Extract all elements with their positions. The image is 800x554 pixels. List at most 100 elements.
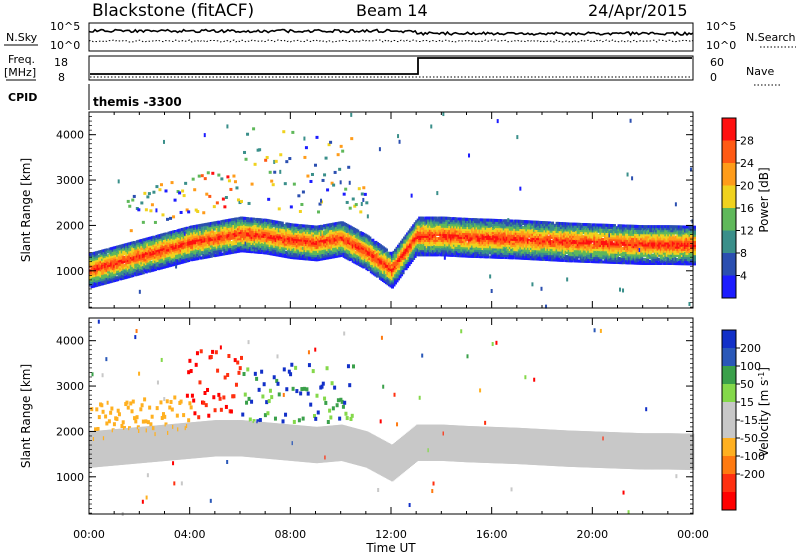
power-cell <box>511 235 515 239</box>
power-cell <box>191 243 195 247</box>
power-cell <box>152 250 156 254</box>
power-cell <box>289 251 293 255</box>
power-cell <box>534 245 538 249</box>
power-cell <box>345 236 349 240</box>
power-cell <box>463 236 467 240</box>
power-cell <box>123 272 127 276</box>
power-cell <box>215 251 219 255</box>
power-cell <box>249 219 253 223</box>
power-cell <box>454 235 458 239</box>
power-cell <box>190 237 194 241</box>
power-cell <box>167 239 171 243</box>
power-cell <box>391 252 394 256</box>
power-cell <box>212 225 216 229</box>
power-cell <box>353 242 357 246</box>
power-cell <box>188 230 192 234</box>
power-cell <box>440 243 444 247</box>
power-cell <box>510 244 514 248</box>
power-cell <box>158 260 162 264</box>
power-cell <box>196 248 200 252</box>
power-cell <box>285 224 289 228</box>
power-cell <box>505 237 509 241</box>
power-cell <box>270 250 274 254</box>
power-cell <box>461 250 465 254</box>
power-cell <box>468 244 472 248</box>
power-cell <box>468 240 472 244</box>
power-cell <box>434 222 438 226</box>
power-cell <box>424 251 428 255</box>
power-cell <box>350 252 354 256</box>
power-cell <box>161 235 165 239</box>
power-cell <box>526 242 530 246</box>
power-cell <box>238 249 242 253</box>
power-cell <box>300 224 304 228</box>
power-cell <box>283 244 287 248</box>
power-cell <box>264 233 268 237</box>
nsky-frame <box>88 22 694 52</box>
power-cell <box>256 224 260 228</box>
power-cell <box>505 243 509 247</box>
power-cell <box>233 246 237 250</box>
power-cell <box>301 255 305 259</box>
power-cell <box>249 241 253 245</box>
power-cell <box>232 234 236 238</box>
power-cell <box>345 250 349 254</box>
power-cell <box>378 147 381 152</box>
power-cell <box>480 222 484 226</box>
power-cell <box>398 244 402 248</box>
power-cell <box>310 231 314 235</box>
power-cell <box>421 236 425 240</box>
power-cell <box>391 273 394 277</box>
power-cell <box>123 276 127 280</box>
power-cell <box>274 247 278 251</box>
power-cell <box>387 271 391 275</box>
power-cell <box>285 234 289 238</box>
power-cell <box>315 235 319 239</box>
power-cell <box>410 252 414 256</box>
power-cell <box>481 224 485 228</box>
power-cell <box>164 240 168 244</box>
power-cell <box>404 240 408 244</box>
power-cell <box>159 235 163 239</box>
power-cell <box>236 219 240 223</box>
power-cell <box>357 236 361 240</box>
power-cell <box>489 226 493 230</box>
power-cell <box>96 275 100 279</box>
power-cell <box>306 257 310 261</box>
power-cell <box>327 233 331 237</box>
power-cell <box>535 249 539 253</box>
power-cell <box>534 249 538 253</box>
power-cell <box>169 247 173 251</box>
power-cell <box>98 266 102 270</box>
power-cell <box>258 220 262 224</box>
power-cell <box>510 246 514 250</box>
power-cell <box>342 252 346 256</box>
power-cell <box>102 267 106 271</box>
power-cell <box>336 232 340 236</box>
power-cell <box>489 249 493 253</box>
power-cell <box>241 249 245 253</box>
power-cell <box>238 241 242 245</box>
power-cell <box>354 257 358 261</box>
power-cell <box>484 230 488 234</box>
power-cell <box>386 253 390 257</box>
power-cell <box>366 247 370 251</box>
power-cell <box>270 234 274 238</box>
power-cell <box>286 245 290 249</box>
power-cell <box>229 224 233 228</box>
power-cell <box>528 257 532 261</box>
power-cell <box>227 179 231 183</box>
power-cell <box>226 243 230 247</box>
power-cell <box>362 197 365 202</box>
power-cell <box>448 243 452 247</box>
power-cell <box>313 235 317 239</box>
power-cell <box>230 246 234 250</box>
power-cell <box>344 251 348 255</box>
power-cell <box>179 256 183 260</box>
power-cell <box>440 253 444 257</box>
power-cell <box>363 235 367 239</box>
power-cell <box>233 238 237 242</box>
power-cell <box>150 242 154 246</box>
power-cell <box>206 245 210 249</box>
power-cell <box>294 229 298 233</box>
